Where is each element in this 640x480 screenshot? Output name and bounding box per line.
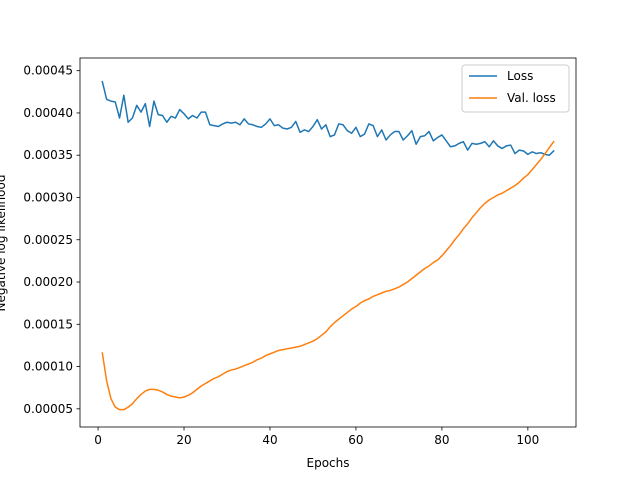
axes-layer: 0 20 40 60 80 100 0.00005 0.00010 0.00015 0.00020… — [23, 57, 577, 447]
legend-label-val-loss: Val. loss — [507, 91, 556, 105]
y-tick-label: 0.00040 — [23, 106, 73, 120]
series-line-loss — [101, 80, 555, 156]
legend-label-loss: Loss — [507, 69, 533, 83]
y-tick-label: 0.00015 — [23, 317, 73, 331]
y-tick-label: 0.00025 — [23, 233, 73, 247]
series-line-val-loss — [101, 140, 555, 411]
y-tick-label: 0.00030 — [23, 190, 73, 204]
x-tick-label: 40 — [262, 433, 277, 447]
y-tick-label: 0.00045 — [23, 64, 73, 78]
x-tick-label: 20 — [176, 433, 191, 447]
plot-frame — [79, 57, 577, 428]
y-tick-label: 0.00020 — [23, 275, 73, 289]
x-tick-label: 0 — [94, 433, 102, 447]
y-tick-label: 0.00035 — [23, 148, 73, 162]
x-tick-label: 80 — [434, 433, 449, 447]
y-tick-label: 0.00010 — [23, 360, 73, 374]
series-layer — [101, 80, 555, 411]
x-tick-label: 60 — [348, 433, 363, 447]
y-axis-title: Negative log likelihood — [0, 175, 8, 312]
y-tick-label: 0.00005 — [23, 402, 73, 416]
x-axis-title: Epochs — [307, 456, 350, 470]
legend: Loss Val. loss — [461, 64, 570, 113]
x-tick-label: 100 — [516, 433, 539, 447]
